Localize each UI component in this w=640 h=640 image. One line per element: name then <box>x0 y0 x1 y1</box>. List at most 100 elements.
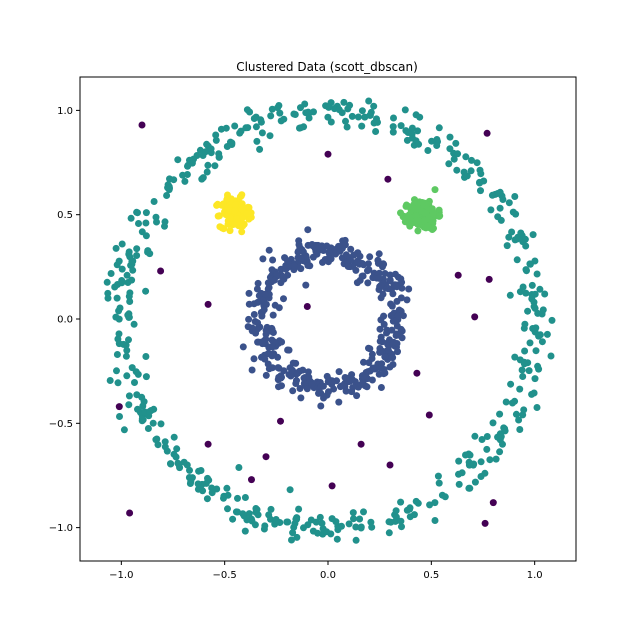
data-point-cluster-1 <box>250 311 258 318</box>
data-point-cluster-0 <box>416 113 424 121</box>
data-point-cluster-0 <box>511 353 519 361</box>
data-point-cluster-3 <box>411 196 418 204</box>
data-point-cluster-0 <box>532 324 540 332</box>
data-point-cluster-0 <box>314 529 322 537</box>
data-point-cluster-0 <box>125 401 133 409</box>
data-point-cluster-0 <box>256 145 264 153</box>
data-point-cluster-0 <box>435 479 443 487</box>
data-point-cluster-0 <box>107 270 115 277</box>
data-point-cluster-2 <box>220 225 228 233</box>
data-point-cluster-0 <box>138 228 146 236</box>
data-point-cluster-1 <box>264 279 272 287</box>
data-point-cluster-0 <box>463 172 471 180</box>
data-point-cluster-1 <box>378 338 386 346</box>
data-point-cluster-0 <box>153 218 160 226</box>
data-point-cluster-3 <box>429 210 437 218</box>
data-point-cluster-0 <box>424 147 432 154</box>
data-point-cluster-1 <box>381 353 389 361</box>
data-point-cluster-1 <box>267 343 275 351</box>
data-point-cluster-0 <box>541 290 549 298</box>
data-point-cluster-1 <box>292 380 300 387</box>
data-point-cluster-1 <box>289 387 297 395</box>
data-point-cluster-1 <box>368 376 376 384</box>
data-point-cluster-0 <box>234 508 241 516</box>
x-tick-label: 0.0 <box>320 570 336 581</box>
data-point-cluster-0 <box>190 155 197 163</box>
data-point-cluster-0 <box>445 160 453 168</box>
data-point-cluster-0 <box>229 515 237 523</box>
data-point-cluster-1 <box>274 353 282 361</box>
data-point-cluster-0 <box>521 347 529 355</box>
data-point-cluster-0 <box>483 433 491 440</box>
data-point-cluster-0 <box>199 174 207 182</box>
data-point-cluster-0 <box>462 153 470 161</box>
data-point-cluster-0 <box>205 476 213 484</box>
data-point-cluster-0 <box>519 373 527 380</box>
data-point-cluster-0 <box>274 104 282 112</box>
data-point-cluster-1 <box>353 279 361 287</box>
data-point-cluster--1 <box>157 267 165 275</box>
data-point-cluster-0 <box>288 536 295 544</box>
data-point-cluster-2 <box>238 191 246 199</box>
data-point-cluster-0 <box>133 391 141 399</box>
data-point-cluster-0 <box>496 188 504 196</box>
data-point-cluster-0 <box>212 136 220 144</box>
data-point-cluster-1 <box>383 329 390 337</box>
data-point-cluster-0 <box>528 390 536 398</box>
data-point-cluster-0 <box>454 150 462 158</box>
data-point-cluster-0 <box>207 145 215 153</box>
data-point-cluster--1 <box>277 417 284 425</box>
data-point-cluster-1 <box>359 379 367 387</box>
data-point-cluster-1 <box>360 261 368 269</box>
data-point-cluster-1 <box>375 250 383 258</box>
data-point-cluster-0 <box>202 148 210 156</box>
data-point-cluster-0 <box>496 410 504 418</box>
data-point-cluster-0 <box>496 204 504 212</box>
data-point-cluster-3 <box>436 212 444 220</box>
data-point-cluster-3 <box>415 217 423 225</box>
data-point-cluster-0 <box>113 367 120 375</box>
data-point-cluster-0 <box>509 399 516 407</box>
data-point-cluster-3 <box>414 227 422 235</box>
data-point-cluster-0 <box>296 124 303 132</box>
data-point-cluster-1 <box>278 382 285 390</box>
data-point-cluster--1 <box>328 482 336 490</box>
data-point-cluster-1 <box>250 355 258 363</box>
data-point-cluster-0 <box>203 140 211 148</box>
data-point-cluster-1 <box>262 335 270 343</box>
data-point-cluster-2 <box>238 228 246 236</box>
data-point-cluster-1 <box>364 279 372 287</box>
data-point-cluster-1 <box>336 247 344 255</box>
data-point-cluster-1 <box>346 254 354 262</box>
data-point-cluster-0 <box>131 379 138 386</box>
data-point-cluster-0 <box>127 214 135 222</box>
data-point-cluster-0 <box>392 507 400 515</box>
data-point-cluster-0 <box>157 420 165 428</box>
data-point-cluster-0 <box>241 494 249 501</box>
data-point-cluster-0 <box>511 193 519 200</box>
data-point-cluster-3 <box>431 186 439 194</box>
data-point-cluster-1 <box>317 402 325 410</box>
data-point-cluster-1 <box>398 334 406 342</box>
data-point-cluster-0 <box>408 124 416 132</box>
data-point-cluster-0 <box>135 220 142 227</box>
data-point-cluster-0 <box>526 260 534 268</box>
data-point-cluster-0 <box>228 141 236 148</box>
data-point-cluster-0 <box>517 229 525 237</box>
data-point-cluster-0 <box>385 518 393 526</box>
data-point-cluster-0 <box>203 168 211 176</box>
data-point-cluster-1 <box>366 345 374 353</box>
data-point-cluster-0 <box>345 520 353 528</box>
data-point-cluster-0 <box>134 209 141 217</box>
data-point-cluster-1 <box>340 381 348 389</box>
data-point-cluster-1 <box>369 364 377 372</box>
data-point-cluster--1 <box>115 403 123 411</box>
data-point-cluster-0 <box>289 529 297 537</box>
data-point-cluster-0 <box>335 106 343 114</box>
data-point-cluster-0 <box>473 159 481 167</box>
data-point-cluster-0 <box>142 373 150 381</box>
data-point-cluster-0 <box>254 511 262 519</box>
data-point-cluster-0 <box>106 377 114 384</box>
data-point-cluster-0 <box>328 515 336 523</box>
data-point-cluster-0 <box>525 367 533 375</box>
